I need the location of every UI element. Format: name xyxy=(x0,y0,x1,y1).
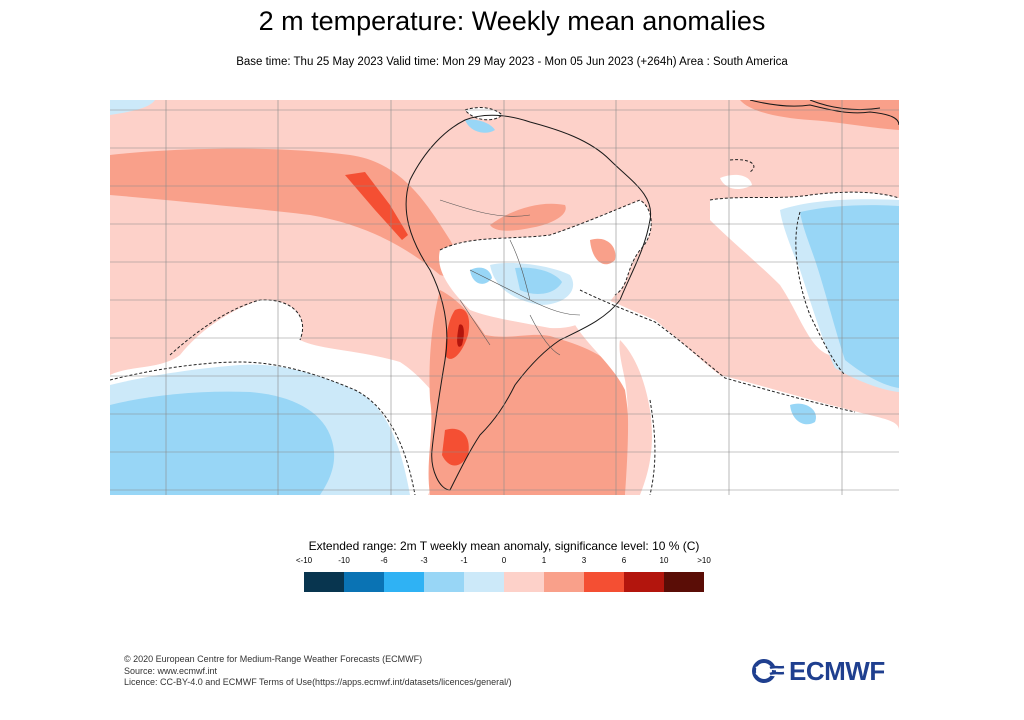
legend-tick: -1 xyxy=(460,556,468,565)
anomaly-map[interactable] xyxy=(110,100,899,495)
licence-line: Licence: CC-BY-4.0 and ECMWF Terms of Us… xyxy=(124,677,512,687)
legend-tick: -10 xyxy=(338,556,350,565)
patagonia-hot xyxy=(442,428,469,466)
argentina-warm xyxy=(428,290,631,495)
north-atlantic-neutral xyxy=(720,174,752,190)
legend-swatch xyxy=(544,572,584,592)
ecmwf-logo-icon xyxy=(752,659,785,683)
venezuela-cold xyxy=(465,119,495,133)
legend-tick: 0 xyxy=(501,556,507,565)
legend-tick: 6 xyxy=(621,556,627,565)
legend-swatch xyxy=(424,572,464,592)
map-canvas xyxy=(110,100,899,495)
south-pacific-cold xyxy=(110,391,335,495)
legend-tick: -6 xyxy=(380,556,388,565)
footer-credits: © 2020 European Centre for Medium-Range … xyxy=(124,654,512,689)
legend-tick-labels: <-10 -10 -6 -3 -1 0 1 3 6 10 >10 xyxy=(296,556,711,568)
legend-swatch xyxy=(344,572,384,592)
legend-swatch xyxy=(664,572,704,592)
legend-tick: -3 xyxy=(420,556,428,565)
legend-swatch xyxy=(304,572,344,592)
legend-tick: >10 xyxy=(697,556,711,565)
lat-lon-grid xyxy=(110,100,899,495)
legend-tick: 1 xyxy=(541,556,547,565)
andes-hot-core xyxy=(457,324,464,347)
legend-tick: 10 xyxy=(659,556,669,565)
andes-hot-1 xyxy=(445,308,470,359)
copyright-line: © 2020 European Centre for Medium-Range … xyxy=(124,654,423,664)
mid-atlantic-warm xyxy=(655,280,818,366)
legend-tick: <-10 xyxy=(295,556,313,565)
page-subtitle: Base time: Thu 25 May 2023 Valid time: M… xyxy=(236,56,788,68)
legend-title: Extended range: 2m T weekly mean anomaly… xyxy=(308,539,700,553)
e-atlantic-cold xyxy=(800,205,899,388)
significance-contours xyxy=(110,107,899,495)
legend-swatch xyxy=(504,572,544,592)
nw-neutral-patch xyxy=(110,100,155,115)
legend-swatch xyxy=(584,572,624,592)
legend-swatch xyxy=(624,572,664,592)
caribbean-warm xyxy=(740,100,899,130)
peru-hotspot xyxy=(345,172,408,240)
legend-color-bar xyxy=(304,572,704,592)
legend-swatch xyxy=(384,572,424,592)
ecmwf-logo-text: ECMWF xyxy=(789,655,885,686)
source-line: Source: www.ecmwf.int xyxy=(124,665,218,676)
ecmwf-logo: ECMWF xyxy=(752,656,885,686)
atlantic-warm-tongue xyxy=(619,340,652,495)
page-title: 2 m temperature: Weekly mean anomalies xyxy=(258,6,766,36)
coastlines xyxy=(405,100,899,491)
legend-swatch xyxy=(464,572,504,592)
n-brazil-warm-2 xyxy=(590,238,616,265)
legend-tick: 3 xyxy=(581,556,587,565)
